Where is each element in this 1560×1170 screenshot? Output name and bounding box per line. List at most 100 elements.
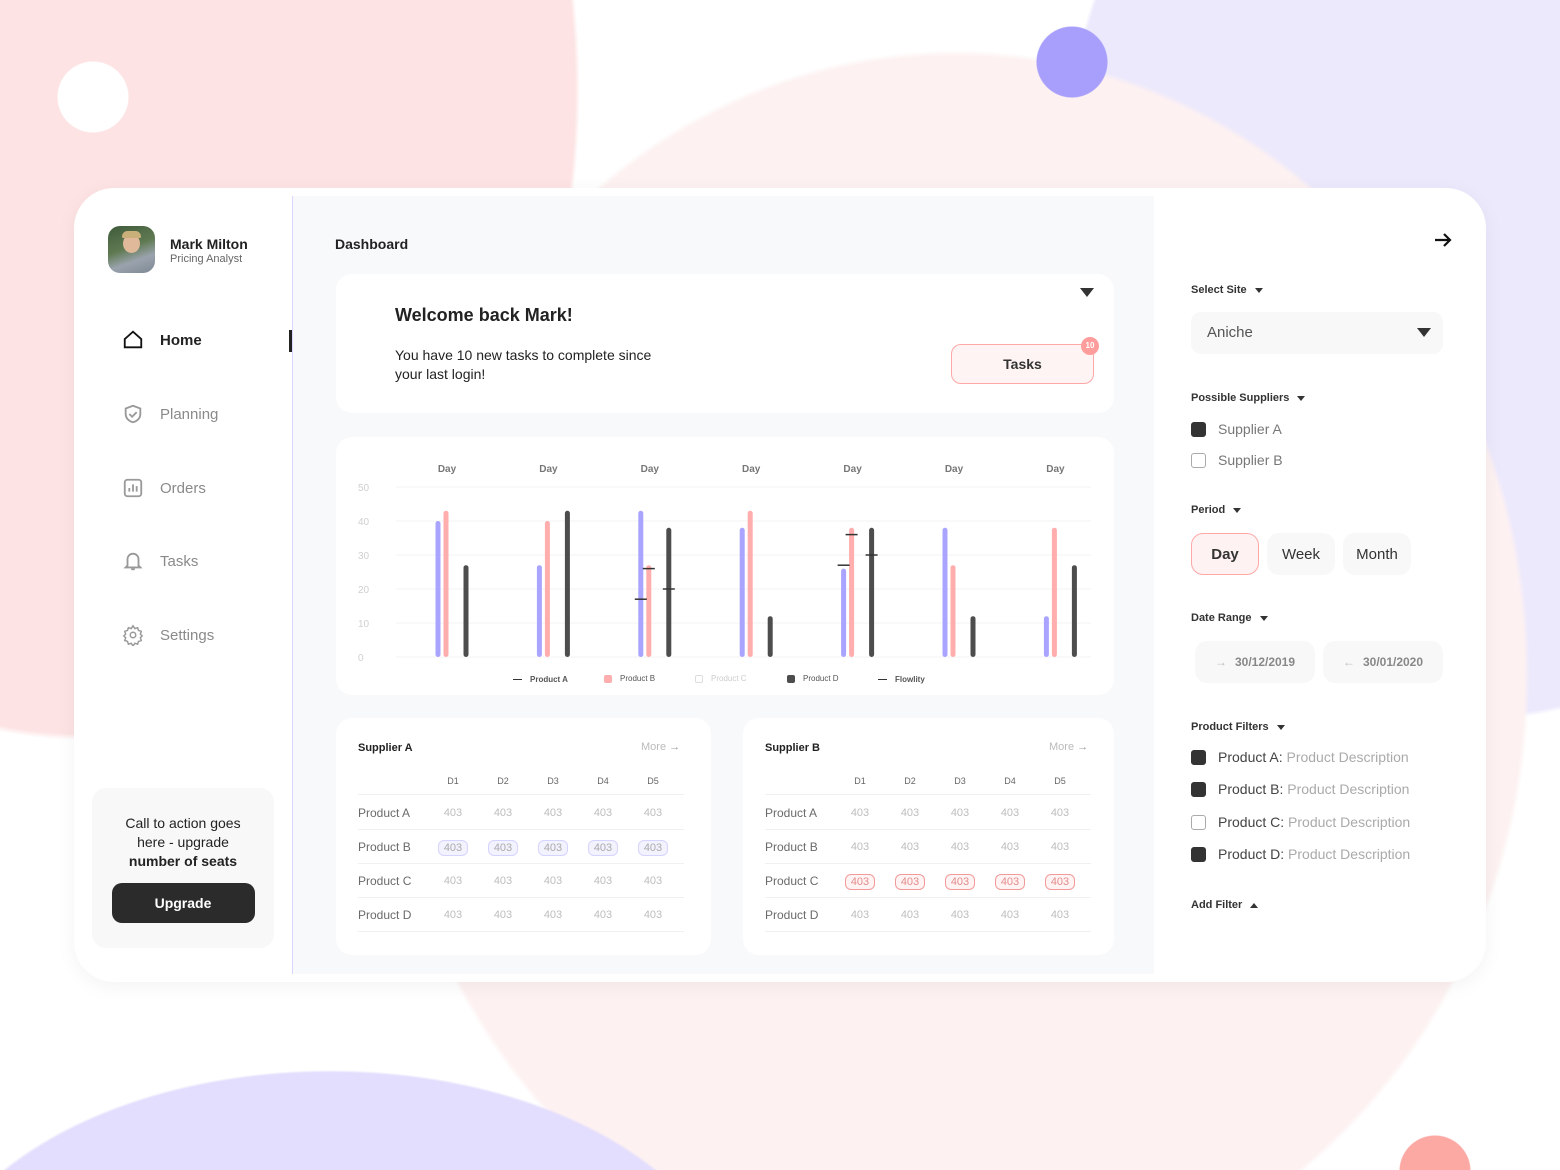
supplier-a-checkbox[interactable]: Supplier A: [1191, 421, 1282, 437]
bar-chart: 0 10 20 30 40 50 Day Day Day Day Day Day Day: [358, 464, 1091, 664]
user-role: Pricing Analyst: [170, 253, 243, 265]
column-header: D5: [1054, 776, 1066, 786]
product-description: Product Description: [1288, 814, 1411, 830]
table-cell: 403: [850, 909, 870, 921]
supplier-b-checkbox[interactable]: Supplier B: [1191, 452, 1283, 468]
tasks-button-label: Tasks: [1003, 356, 1042, 372]
site-select-value: Aniche: [1207, 324, 1253, 341]
date-to-input[interactable]: ← 30/01/2020: [1323, 641, 1443, 683]
legend-swatch: [787, 674, 795, 683]
checkbox-unchecked[interactable]: [1191, 452, 1206, 468]
table-cell: 403: [845, 874, 875, 890]
more-label: More: [641, 741, 667, 753]
legend-flowlity[interactable]: Flowlity: [878, 675, 925, 684]
table-cell: 403: [438, 840, 468, 856]
more-link[interactable]: More →: [1049, 741, 1088, 753]
page-title: Dashboard: [335, 236, 409, 252]
period-day-button[interactable]: Day: [1191, 533, 1259, 575]
welcome-line: You have 10 new tasks to complete since: [395, 347, 652, 363]
legend-swatch-line: [878, 678, 887, 681]
checkbox-checked[interactable]: [1191, 421, 1206, 437]
y-tick-label: 40: [358, 517, 370, 528]
legend-product-d[interactable]: Product D: [787, 674, 839, 683]
date-from-value: 30/12/2019: [1234, 655, 1296, 669]
site-select[interactable]: Aniche: [1191, 312, 1443, 354]
date-range-label[interactable]: Date Range: [1191, 612, 1268, 624]
sidebar-item-orders[interactable]: Orders: [122, 477, 206, 499]
more-link[interactable]: More →: [641, 741, 680, 753]
period-month-button[interactable]: Month: [1343, 533, 1411, 575]
select-site-label[interactable]: Select Site: [1191, 284, 1263, 296]
caret-down-icon: [1254, 287, 1263, 293]
table-cell: 403: [543, 909, 563, 921]
sidebar-item-label: Orders: [160, 479, 206, 497]
table-row: Product C 403 403 403 403 403: [358, 864, 684, 898]
sidebar-item-tasks[interactable]: Tasks: [122, 550, 198, 572]
bell-icon: [123, 552, 143, 571]
checkbox-checked[interactable]: [1191, 781, 1206, 797]
table-cell: 403: [950, 909, 970, 921]
more-label: More: [1049, 741, 1075, 753]
period-week-button[interactable]: Week: [1267, 533, 1335, 575]
possible-suppliers-label[interactable]: Possible Suppliers: [1191, 392, 1306, 404]
product-c-filter[interactable]: Product C: Product Description: [1191, 814, 1410, 830]
arrow-left-icon: ←: [1342, 655, 1355, 669]
sidebar-item-planning[interactable]: Planning: [122, 403, 218, 425]
legend-product-b[interactable]: Product B: [604, 674, 655, 683]
section-label: Product Filters: [1191, 721, 1269, 733]
legend-swatch: [695, 674, 703, 683]
table-cell: 403: [1000, 807, 1020, 819]
caret-down-icon: [1417, 328, 1431, 337]
table-row: Product C 403 403 403 403 403: [765, 864, 1091, 898]
product-name: Product B:: [1218, 781, 1284, 797]
sidebar-item-settings[interactable]: Settings: [122, 624, 214, 646]
bar-product-a: [942, 527, 948, 657]
arrow-right-icon[interactable]: [1433, 230, 1453, 250]
period-label[interactable]: Period: [1191, 504, 1242, 516]
bar-product-d: [666, 527, 672, 657]
table-cell: 403: [1000, 909, 1020, 921]
upgrade-button[interactable]: Upgrade: [111, 883, 255, 923]
section-label: Possible Suppliers: [1191, 392, 1290, 404]
gear-icon: [122, 624, 144, 646]
product-filters-label[interactable]: Product Filters: [1191, 721, 1285, 733]
column-header: D1: [854, 776, 866, 786]
legend-product-c[interactable]: Product C: [695, 674, 747, 683]
collapse-toggle-icon[interactable]: [1080, 288, 1094, 297]
bar-product-a: [435, 521, 441, 657]
row-label: Product D: [765, 908, 819, 922]
column-header: D4: [1004, 776, 1016, 786]
x-category-label: Day: [742, 464, 761, 475]
sidebar-item-label: Tasks: [160, 552, 199, 570]
table-header-row: D1 D2 D3 D4 D5: [358, 770, 684, 795]
welcome-card: Welcome back Mark! You have 10 new tasks…: [336, 274, 1114, 413]
checkbox-unchecked[interactable]: [1191, 814, 1206, 830]
checkbox-checked[interactable]: [1191, 749, 1206, 765]
add-filter-button[interactable]: Add Filter: [1191, 899, 1259, 911]
column-header: D3: [954, 776, 966, 786]
checkbox-checked[interactable]: [1191, 846, 1206, 862]
checkbox-label: Supplier A: [1218, 421, 1282, 437]
table-cell: 403: [443, 909, 463, 921]
bar-product-a: [536, 565, 542, 657]
table-header-row: D1 D2 D3 D4 D5: [765, 770, 1091, 795]
product-d-filter[interactable]: Product D: Product Description: [1191, 846, 1410, 862]
bar-product-d: [869, 527, 875, 657]
caret-down-icon: [1233, 507, 1242, 513]
date-from-input[interactable]: → 30/12/2019: [1195, 641, 1315, 683]
product-name: Product A:: [1218, 749, 1283, 765]
y-tick-label: 20: [358, 585, 370, 596]
table-title: Supplier B: [765, 742, 821, 754]
tasks-button[interactable]: Tasks 10: [951, 337, 1099, 384]
table-row: Product B 403 403 403 403 403: [765, 830, 1091, 864]
bar-product-a: [638, 510, 644, 657]
sidebar-item-home[interactable]: Home: [122, 329, 202, 351]
cta-text: here - upgrade: [137, 834, 229, 850]
cta-text: Call to action goes: [125, 815, 241, 831]
table-cell: 403: [543, 807, 563, 819]
legend-product-a[interactable]: Product A: [513, 675, 568, 684]
product-a-filter[interactable]: Product A: Product Description: [1191, 749, 1409, 765]
bar-product-b: [544, 521, 550, 657]
product-b-filter[interactable]: Product B: Product Description: [1191, 781, 1409, 797]
product-description: Product Description: [1286, 749, 1409, 765]
